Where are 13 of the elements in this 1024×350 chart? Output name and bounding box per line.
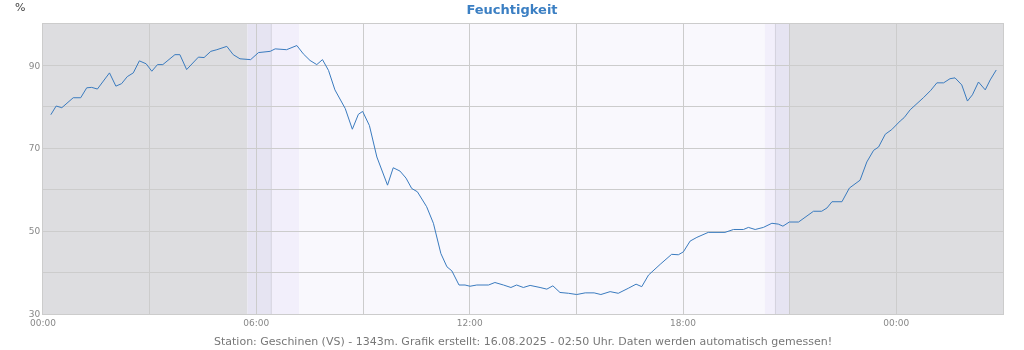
text: Station: Geschinen (VS) - 1343m. Grafik erstellt: 16.08.2025 - 02:50 Uhr. Daten werden automatisch gemessen!: [214, 335, 833, 348]
x-tick-label: 00:00: [883, 317, 910, 328]
y-tick-label: 50: [28, 226, 41, 237]
y-tick-label: 30: [28, 309, 41, 320]
y-tick-label: 90: [28, 60, 41, 71]
x-tick-label: 18:00: [670, 317, 697, 328]
line-series: [50, 45, 997, 296]
y-axis-title: %: [15, 1, 26, 14]
x-tick-label: 00:00: [30, 317, 57, 328]
chart-title: Feuchtigkeit: [466, 2, 558, 18]
x-tick-label: 06:00: [243, 317, 270, 328]
y-tick-label: 70: [28, 143, 41, 154]
x-tick-label: 12:00: [456, 317, 483, 328]
